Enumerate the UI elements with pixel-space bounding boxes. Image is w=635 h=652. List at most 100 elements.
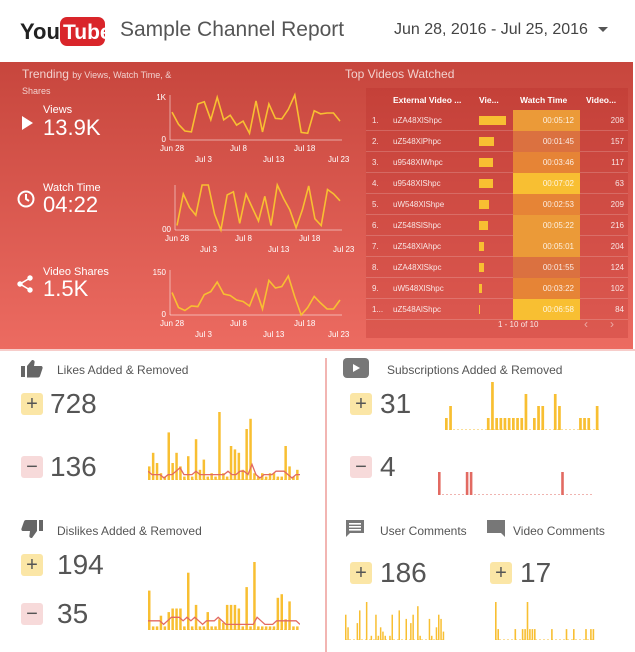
x-tick-label: Jul 18 bbox=[294, 319, 316, 328]
bar bbox=[524, 394, 528, 430]
videos-count: 102 bbox=[610, 284, 624, 293]
bar bbox=[384, 635, 386, 640]
date-range-picker[interactable]: Jun 28, 2016 - Jul 25, 2016 bbox=[394, 21, 588, 38]
removed-line bbox=[148, 616, 300, 626]
y-min-label: 0 bbox=[162, 135, 167, 144]
video-comments-value: 17 bbox=[520, 557, 552, 588]
bar bbox=[155, 626, 159, 630]
table-row[interactable]: 2. uZ548XlPhpc 00:01:45 157 bbox=[366, 131, 628, 152]
bar bbox=[264, 476, 268, 480]
bar bbox=[405, 618, 407, 640]
bar bbox=[382, 631, 384, 640]
bar bbox=[391, 614, 393, 640]
watch-time-cell: 00:03:22 bbox=[513, 278, 580, 299]
table-row[interactable]: 1. uZA48XlShpc 00:05:12 208 bbox=[366, 110, 628, 131]
x-tick-label: Jul 13 bbox=[263, 155, 285, 164]
views-bar bbox=[479, 284, 482, 293]
next-page-button[interactable]: › bbox=[610, 317, 614, 331]
table-row[interactable]: 8. uZA48XlSkpc 00:01:55 124 bbox=[366, 257, 628, 278]
bar bbox=[190, 626, 194, 630]
user-comments-title: User Comments bbox=[380, 524, 467, 538]
bar bbox=[167, 432, 170, 480]
plus-icon: + bbox=[350, 562, 372, 584]
likes-title: Likes Added & Removed bbox=[57, 363, 189, 377]
shares-value: 1.5K bbox=[43, 276, 89, 301]
bar bbox=[398, 610, 400, 640]
y-max-label: 150 bbox=[153, 268, 167, 277]
bar bbox=[257, 626, 260, 630]
table-row[interactable]: 9. uW548XlShpc 00:03:22 102 bbox=[366, 278, 628, 299]
bar bbox=[292, 476, 295, 480]
bar bbox=[272, 626, 276, 630]
table-row[interactable]: 4. u9548XlShpc 00:07:02 63 bbox=[366, 173, 628, 194]
removed-line bbox=[148, 462, 300, 479]
subscriptions-removed-value: 4 bbox=[380, 451, 396, 482]
table-row[interactable]: 1... uZ548AlShpc 00:06:58 84 bbox=[366, 299, 628, 320]
svg-text:You: You bbox=[20, 19, 60, 44]
bar bbox=[438, 614, 440, 640]
comment-icon bbox=[487, 520, 505, 537]
column-header-video[interactable]: External Video ... bbox=[393, 95, 462, 105]
bar bbox=[375, 614, 377, 640]
bar bbox=[264, 626, 268, 630]
videos-count: 124 bbox=[610, 263, 624, 272]
bar bbox=[469, 472, 473, 495]
youtube-play-icon bbox=[343, 358, 369, 378]
table-row[interactable]: 3. u9548XlWhpc 00:03:46 117 bbox=[366, 152, 628, 173]
bar bbox=[428, 618, 431, 640]
table-row[interactable]: 5. uW548XlShpe 00:02:53 209 bbox=[366, 194, 628, 215]
bar bbox=[202, 459, 206, 480]
prev-page-button[interactable]: ‹ bbox=[584, 317, 588, 331]
table-row[interactable]: 7. uZ548XlAhpc 00:05:01 204 bbox=[366, 236, 628, 257]
top-videos-table: External Video ... Vie... Watch Time Vid… bbox=[366, 88, 628, 338]
bar bbox=[497, 629, 499, 640]
x-tick-label: Jul 13 bbox=[268, 245, 290, 254]
x-tick-label: Jul 8 bbox=[235, 234, 252, 243]
bar bbox=[171, 608, 174, 630]
table-row[interactable]: 6. uZ548SlShpc 00:05:22 216 bbox=[366, 215, 628, 236]
bar bbox=[183, 476, 186, 480]
videos-count: 157 bbox=[610, 137, 624, 146]
bar bbox=[280, 476, 283, 480]
minus-icon: − bbox=[21, 456, 43, 478]
bar bbox=[284, 619, 287, 630]
pagination-text: 1 - 10 of 10 bbox=[498, 320, 539, 329]
bar bbox=[175, 452, 178, 480]
column-header-videos[interactable]: Video... bbox=[586, 95, 617, 105]
video-id: uZA48XlSkpc bbox=[393, 263, 442, 272]
column-header-views[interactable]: Vie... bbox=[479, 95, 499, 105]
bar bbox=[551, 629, 553, 640]
bar bbox=[218, 619, 221, 630]
column-header-watch-time[interactable]: Watch Time bbox=[520, 95, 568, 105]
subscriptions-added-chart bbox=[445, 382, 600, 430]
trending-title: Trending by Views, Watch Time, & bbox=[22, 67, 172, 81]
bar bbox=[155, 463, 159, 480]
bar bbox=[442, 631, 445, 640]
user-comments-chart bbox=[345, 602, 445, 640]
bar bbox=[241, 469, 244, 480]
bar bbox=[558, 406, 561, 430]
bar bbox=[194, 604, 198, 630]
bar bbox=[261, 626, 264, 630]
bar bbox=[534, 629, 536, 640]
bar bbox=[486, 418, 490, 430]
bar bbox=[512, 418, 515, 430]
bar bbox=[565, 629, 568, 640]
bar bbox=[514, 629, 517, 640]
x-tick-label: Jul 18 bbox=[299, 234, 321, 243]
bar bbox=[148, 466, 151, 480]
bar bbox=[167, 612, 170, 630]
bar bbox=[507, 418, 511, 430]
bar bbox=[225, 476, 229, 480]
watch-time-cell: 00:07:02 bbox=[513, 173, 580, 194]
bar bbox=[587, 418, 591, 430]
chevron-down-icon[interactable] bbox=[598, 27, 608, 32]
videos-count: 209 bbox=[610, 200, 624, 209]
bar bbox=[175, 608, 178, 630]
user-comments-value: 186 bbox=[380, 557, 427, 588]
bar bbox=[495, 418, 498, 430]
bar bbox=[187, 456, 190, 480]
bar bbox=[268, 473, 272, 480]
bar bbox=[202, 626, 206, 630]
x-tick-label: Jul 13 bbox=[263, 330, 285, 339]
